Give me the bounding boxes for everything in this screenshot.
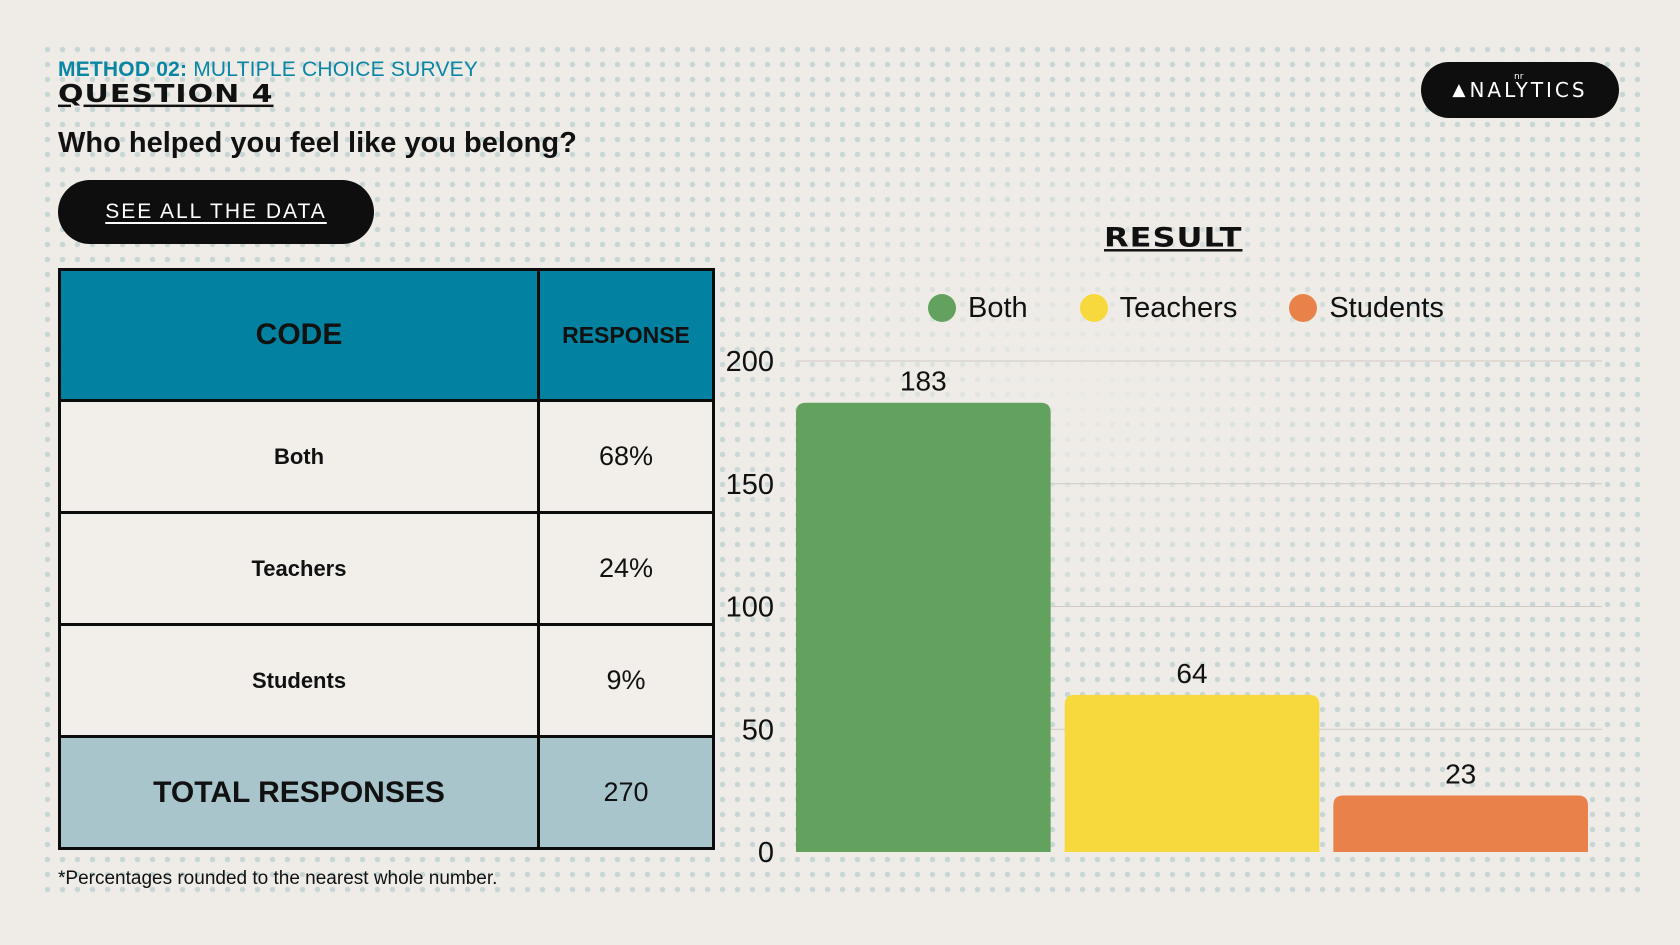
logo-text: NALYTICS: [1469, 78, 1588, 102]
analytics-logo: nr ▲ NALYTICS: [1421, 62, 1619, 118]
bar-teachers: [1064, 694, 1320, 852]
total-row: TOTAL RESPONSES 270: [58, 735, 715, 850]
footnote: *Percentages rounded to the nearest whol…: [58, 868, 498, 889]
y-tick-label: 150: [726, 469, 774, 501]
y-tick-label: 100: [726, 592, 774, 624]
bar-both: [796, 402, 1051, 852]
question-prompt: Who helped you feel like you belong?: [58, 127, 577, 159]
table-header-row: CODE RESPONSE: [58, 268, 715, 402]
column-header-code: CODE: [58, 268, 540, 402]
legend-item-teachers: Teachers: [1079, 291, 1238, 325]
see-all-data-button[interactable]: SEE ALL THE DATA: [58, 180, 374, 244]
bar-students: [1333, 795, 1588, 852]
data-label: 183: [900, 366, 947, 397]
logo-triangle-icon: ▲: [1452, 80, 1469, 100]
table-row: Both 68%: [58, 399, 715, 514]
row-response: 68%: [537, 399, 715, 514]
data-label: 64: [1176, 658, 1207, 689]
total-label: TOTAL RESPONSES: [58, 735, 540, 850]
total-value: 270: [537, 735, 715, 850]
table-row: Teachers 24%: [58, 511, 715, 626]
question-heading: QUESTION 4: [58, 80, 274, 109]
row-response: 9%: [537, 623, 715, 738]
legend-swatch: [928, 294, 956, 322]
column-header-response: RESPONSE: [537, 268, 715, 402]
chart-legend: Both Teachers Students: [928, 288, 1496, 328]
response-table: CODE RESPONSE Both 68% Teachers 24% Stud…: [58, 268, 715, 850]
y-tick-label: 0: [758, 837, 774, 869]
y-tick-label: 200: [726, 346, 774, 378]
legend-swatch: [1079, 294, 1108, 322]
table-row: Students 9%: [58, 623, 715, 738]
legend-label: Both: [968, 291, 1028, 324]
method-label: METHOD 02: MULTIPLE CHOICE SURVEY: [58, 58, 479, 81]
row-code: Students: [58, 623, 540, 738]
legend-label: Teachers: [1119, 291, 1238, 324]
legend-item-students: Students: [1289, 291, 1444, 325]
row-code: Teachers: [58, 511, 540, 626]
y-tick-label: 50: [742, 714, 774, 746]
row-code: Both: [58, 399, 540, 514]
legend-swatch: [1289, 294, 1318, 322]
data-label: 23: [1445, 759, 1476, 790]
logo-mark: nr: [1514, 72, 1524, 82]
legend-item-both: Both: [928, 292, 1028, 325]
row-response: 24%: [537, 511, 715, 626]
legend-label: Students: [1329, 291, 1444, 324]
chart-title: RESULT: [1104, 222, 1243, 254]
